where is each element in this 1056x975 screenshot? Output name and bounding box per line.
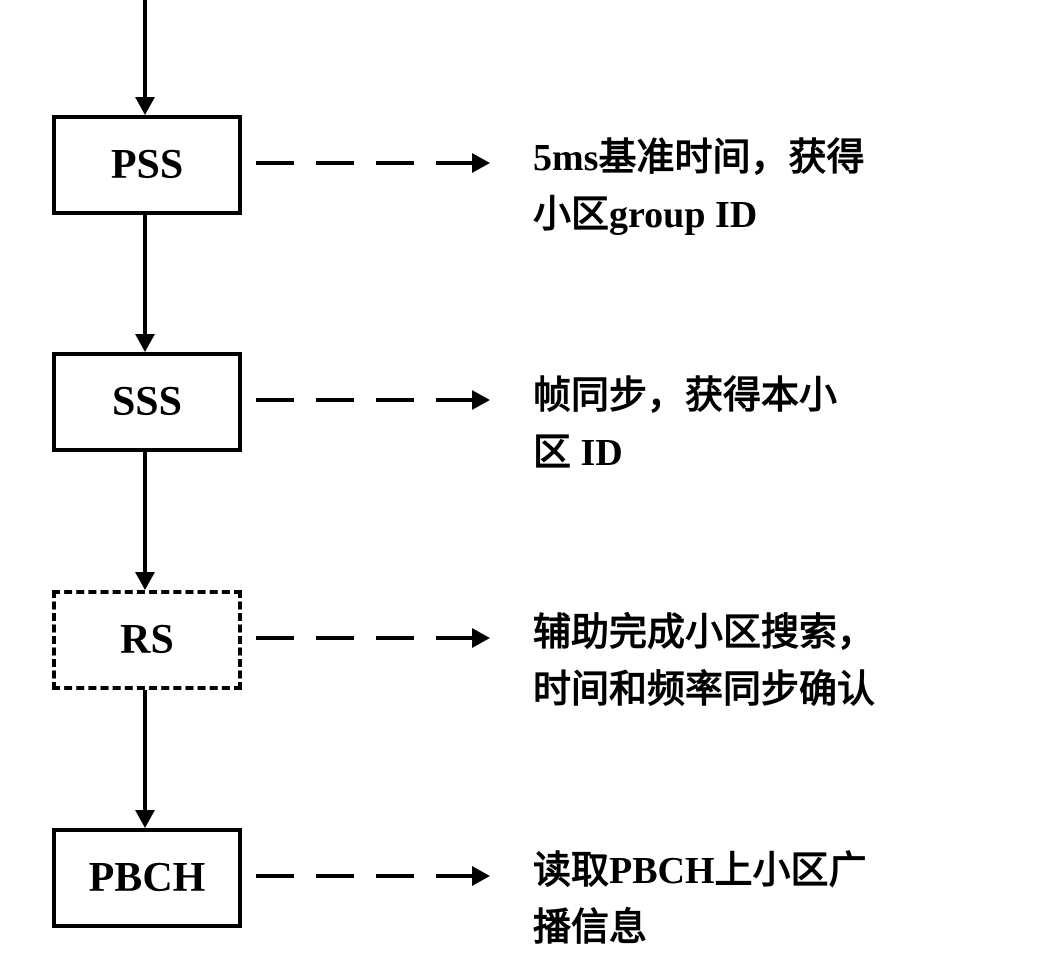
annotation-line1: 帧同步，获得本小 xyxy=(533,368,837,425)
dashed-arrow-head-2 xyxy=(472,628,490,648)
vertical-arrow-2 xyxy=(143,452,147,574)
annotation-1: 帧同步，获得本小区 ID xyxy=(533,368,837,482)
dash-segment xyxy=(316,636,354,640)
vertical-arrow-0 xyxy=(143,0,147,99)
dash-segment xyxy=(376,874,414,878)
dash-segment xyxy=(436,636,474,640)
annotation-0: 5ms基准时间，获得小区group ID xyxy=(533,130,864,244)
annotation-line1: 读取PBCH上小区广 xyxy=(533,843,867,900)
flowchart-container: PSS SSS RS PBCH 5ms基准时间，获得小区group ID 帧同步，获得本小… xyxy=(0,0,1056,975)
node-sss: SSS xyxy=(52,352,242,452)
dashed-arrow-head-1 xyxy=(472,390,490,410)
node-rs: RS xyxy=(52,590,242,690)
vertical-arrow-head-1 xyxy=(135,334,155,352)
annotation-line1: 辅助完成小区搜索， xyxy=(533,605,875,662)
dash-segment xyxy=(376,398,414,402)
node-label-sss: SSS xyxy=(112,378,182,426)
dash-segment xyxy=(316,398,354,402)
dashed-arrow-head-0 xyxy=(472,153,490,173)
annotation-line2: 播信息 xyxy=(533,900,867,957)
annotation-line2: 区 ID xyxy=(533,425,837,482)
dash-segment xyxy=(316,161,354,165)
vertical-arrow-head-0 xyxy=(135,97,155,115)
node-pbch: PBCH xyxy=(52,828,242,928)
vertical-arrow-1 xyxy=(143,215,147,336)
node-label-rs: RS xyxy=(120,616,174,664)
annotation-line2: 小区group ID xyxy=(533,187,864,244)
dash-segment xyxy=(436,874,474,878)
vertical-arrow-3 xyxy=(143,690,147,812)
dash-segment xyxy=(256,398,294,402)
dash-segment xyxy=(316,874,354,878)
annotation-line2: 时间和频率同步确认 xyxy=(533,662,875,719)
vertical-arrow-head-2 xyxy=(135,572,155,590)
dash-segment xyxy=(376,161,414,165)
dash-segment xyxy=(376,636,414,640)
vertical-arrow-head-3 xyxy=(135,810,155,828)
dash-segment xyxy=(256,161,294,165)
dash-segment xyxy=(256,874,294,878)
dash-segment xyxy=(256,636,294,640)
node-label-pss: PSS xyxy=(111,141,183,189)
dash-segment xyxy=(436,161,474,165)
node-pss: PSS xyxy=(52,115,242,215)
node-label-pbch: PBCH xyxy=(89,854,206,902)
dashed-arrow-head-3 xyxy=(472,866,490,886)
annotation-line1: 5ms基准时间，获得 xyxy=(533,130,864,187)
annotation-3: 读取PBCH上小区广播信息 xyxy=(533,843,867,957)
annotation-2: 辅助完成小区搜索，时间和频率同步确认 xyxy=(533,605,875,719)
dash-segment xyxy=(436,398,474,402)
